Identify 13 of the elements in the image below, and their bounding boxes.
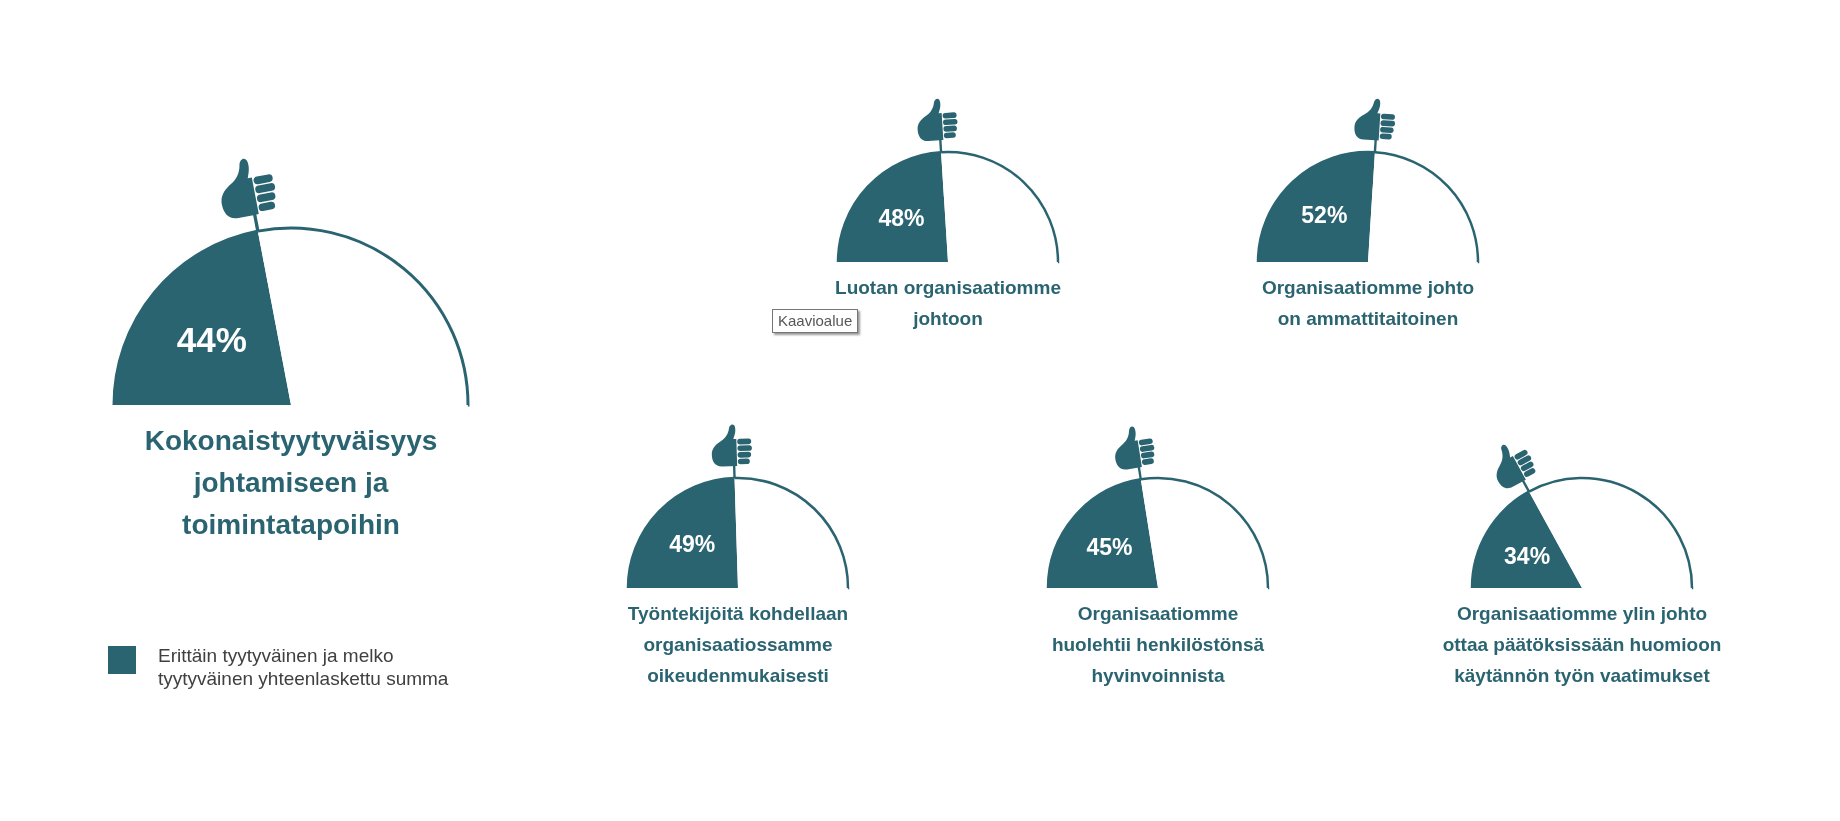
data-label: 48% — [878, 205, 925, 232]
text: Kokonaistyytyväisyys johtamiseen ja toimintatapoihin — [143, 424, 439, 542]
data-label: 44% — [176, 320, 247, 360]
legend-label: Erittäin tyytyväinen ja melko tyytyväinen yhteenlaskettu summa — [158, 644, 450, 690]
text: Kaavioalue — [772, 309, 859, 333]
text: Työntekijöitä kohdellaan organisaatiossamme oikeudenmukaisesti — [626, 602, 850, 688]
data-label: 52% — [1301, 202, 1348, 229]
text: Organisaatiomme huolehtii henkilöstönsä hyvinvoinnista — [1050, 602, 1266, 688]
text: Organisaatiomme johto on ammattitaitoinen — [1260, 276, 1476, 331]
data-label: 45% — [1086, 533, 1133, 560]
text: Organisaatiomme ylin johto ottaa päätöksissään huomioon käytännön työn vaatimukset — [1441, 602, 1723, 688]
data-label: 49% — [669, 530, 716, 557]
data-label: 34% — [1504, 542, 1551, 569]
